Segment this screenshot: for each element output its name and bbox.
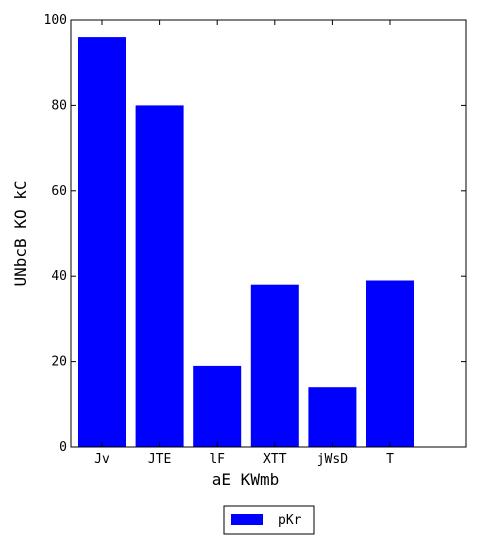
bar-jWsD: [308, 387, 357, 447]
plot-frame: [70, 19, 467, 448]
y-tick-label: 60: [51, 184, 67, 199]
bar-lF: [193, 365, 242, 447]
y-tick-label: 80: [51, 98, 67, 113]
legend: pKr: [223, 505, 315, 535]
x-tick-label: Jv: [94, 452, 110, 467]
legend-swatch: [231, 514, 263, 525]
x-tick-label: JTE: [148, 452, 171, 467]
x-axis-label: aE KWmb: [212, 470, 279, 489]
x-tick-label: T: [386, 452, 394, 467]
y-tick-label: 40: [51, 269, 67, 284]
x-tick-label: lF: [209, 452, 225, 467]
y-tick-label: 100: [44, 13, 67, 28]
legend-label: pKr: [278, 513, 302, 528]
y-tick-label: 20: [51, 355, 67, 370]
bar-XTT: [250, 284, 299, 447]
y-axis-label: UNbcB KO kC: [11, 181, 30, 287]
y-axis: 0 20 40 60 80 100: [44, 13, 466, 455]
y-tick-label: 0: [59, 440, 67, 455]
x-tick-label: jWsD: [317, 452, 348, 467]
bar-T: [366, 280, 414, 447]
bar-Jv: [78, 37, 126, 447]
bars-group: [78, 37, 414, 448]
x-axis: Jv JTE lF XTT jWsD T: [94, 20, 394, 467]
bar-JTE: [135, 105, 184, 448]
x-tick-label: XTT: [263, 452, 287, 467]
